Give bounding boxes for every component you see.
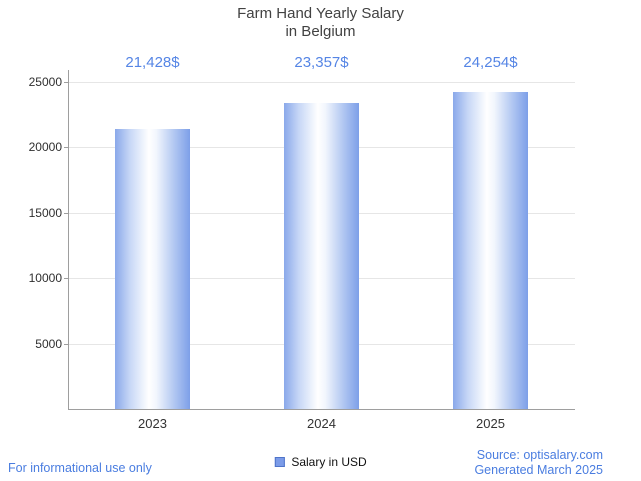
y-tick-label: 20000 <box>28 140 62 155</box>
y-axis-tick <box>64 278 68 280</box>
y-axis-tick <box>64 82 68 83</box>
generated-date: Generated March 2025 <box>474 463 603 477</box>
source-block: Source: optisalary.com Generated March 2… <box>474 448 603 478</box>
bar-value-label: 21,428$ <box>125 54 180 71</box>
x-axis-line <box>68 409 575 410</box>
y-tick-label: 5000 <box>35 336 62 351</box>
x-tick-label: 2023 <box>138 416 167 431</box>
bar-value-label: 24,254$ <box>463 54 518 71</box>
y-tick-label: 25000 <box>28 75 62 89</box>
chart-title-line1: Farm Hand Yearly Salary <box>237 5 404 22</box>
chart-title-line2: in Belgium <box>285 23 356 40</box>
y-axis-tick <box>64 147 68 149</box>
y-tick-label: 10000 <box>28 271 62 286</box>
source-link[interactable]: Source: optisalary.com <box>476 448 603 462</box>
y-axis-line <box>68 70 69 409</box>
bar-value-label: 23,357$ <box>294 54 349 71</box>
legend: Salary in USD <box>274 455 367 469</box>
bar-2024 <box>284 103 359 409</box>
x-tick-label: 2025 <box>476 416 505 431</box>
disclaimer-text: For informational use only <box>8 461 152 475</box>
x-tick-label: 2024 <box>307 416 336 431</box>
bar-2023 <box>115 128 190 409</box>
y-axis-tick <box>64 343 68 345</box>
y-tick-label: 15000 <box>28 205 62 220</box>
gridline <box>68 82 575 83</box>
y-axis-tick <box>64 212 68 214</box>
bar-2025 <box>453 91 528 409</box>
chart-title: Farm Hand Yearly Salary in Belgium <box>0 5 641 41</box>
legend-label: Salary in USD <box>291 455 367 469</box>
legend-swatch-icon <box>274 457 285 467</box>
